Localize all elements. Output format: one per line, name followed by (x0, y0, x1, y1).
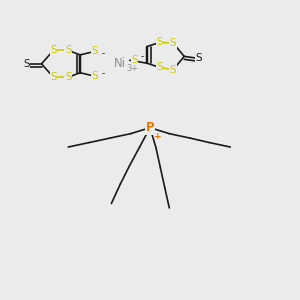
Text: S: S (92, 46, 98, 56)
Text: S: S (156, 38, 163, 47)
Text: 3+: 3+ (126, 64, 138, 74)
Text: S: S (156, 62, 163, 72)
Text: S: S (170, 38, 176, 48)
Text: -: - (102, 69, 105, 78)
Text: S: S (65, 45, 72, 56)
Text: -: - (141, 52, 144, 61)
Text: S: S (65, 72, 72, 82)
Text: S: S (23, 59, 30, 69)
Text: S: S (131, 55, 138, 65)
Text: S: S (50, 72, 57, 82)
Text: +: + (154, 131, 161, 140)
Text: S: S (196, 53, 202, 64)
Text: S: S (92, 71, 98, 81)
Text: Ni: Ni (114, 57, 126, 70)
Text: S: S (50, 45, 57, 56)
Text: P: P (146, 121, 154, 134)
Text: S: S (170, 65, 176, 75)
Text: -: - (102, 49, 105, 58)
